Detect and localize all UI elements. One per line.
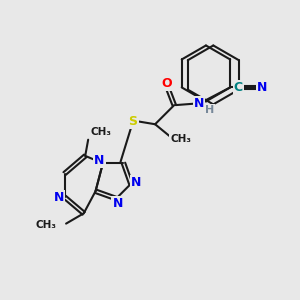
Text: H: H (205, 105, 214, 115)
Text: N: N (131, 176, 141, 189)
Text: N: N (53, 190, 64, 204)
Text: N: N (112, 197, 123, 210)
Text: CH₃: CH₃ (91, 127, 112, 137)
Text: C: C (234, 81, 243, 94)
Text: N: N (194, 97, 204, 110)
Text: CH₃: CH₃ (170, 134, 191, 144)
Text: S: S (128, 115, 137, 128)
Text: O: O (162, 77, 172, 90)
Text: N: N (257, 81, 267, 94)
Text: N: N (94, 154, 104, 167)
Text: CH₃: CH₃ (36, 220, 57, 230)
